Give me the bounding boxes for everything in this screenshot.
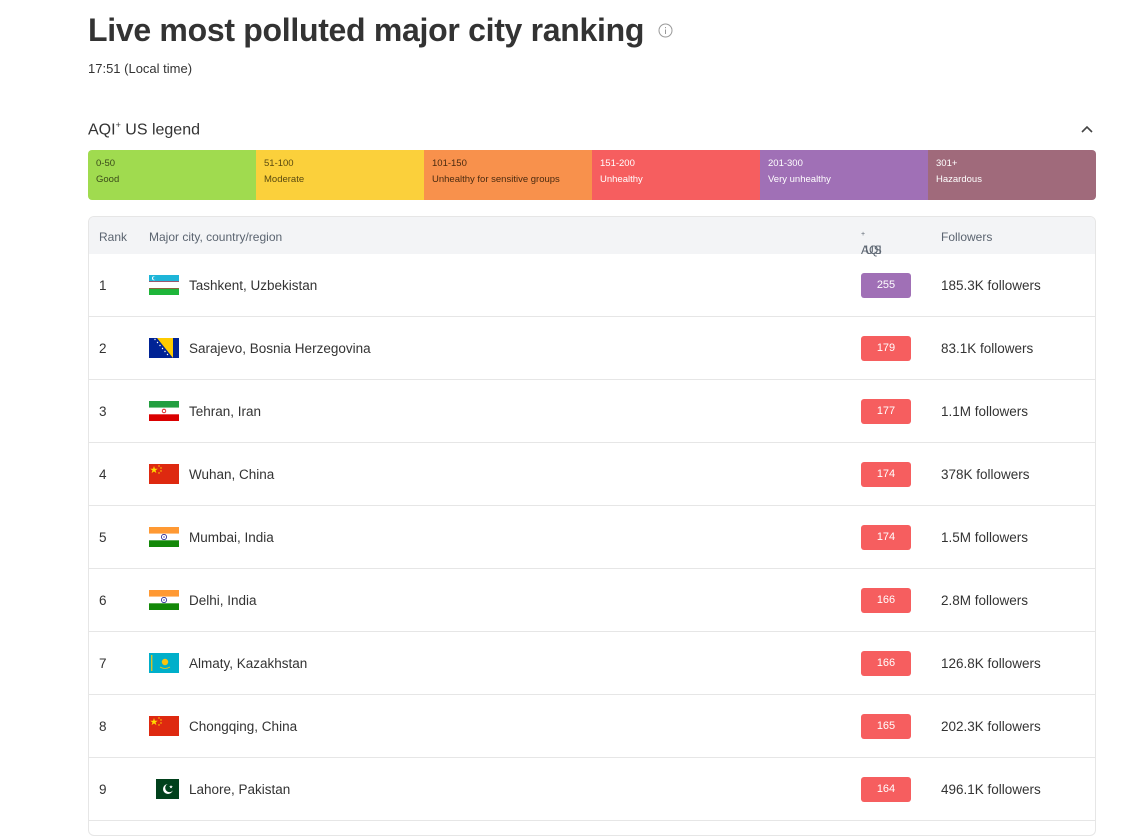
table-row[interactable]: 8 Chongqing, China 165 202.3K followers: [89, 694, 1095, 757]
aqi-badge: 165: [861, 714, 911, 739]
china-flag-icon: [149, 464, 179, 484]
chevron-up-icon[interactable]: [1080, 122, 1094, 136]
rank-cell: 9: [99, 782, 107, 797]
city-link[interactable]: Tehran, Iran: [189, 404, 262, 419]
rank-header[interactable]: Rank: [99, 230, 128, 244]
aqi-badge: 179: [861, 336, 911, 361]
aqi-badge: 174: [861, 462, 911, 487]
legend-title: AQI+ US legend: [88, 120, 200, 139]
city-link[interactable]: Lahore, Pakistan: [189, 782, 291, 797]
aqi-header[interactable]: AQI + US: [861, 231, 882, 257]
table-row[interactable]: 1 Tashkent, Uzbekistan 255 185.3K followers: [89, 254, 1095, 316]
rank-cell: 8: [99, 719, 107, 734]
table-row[interactable]: 2 Sarajevo, Bosnia Herzegovina 179 83.1K fo…: [89, 316, 1095, 379]
table-row[interactable]: 7 Almaty, Kazakhstan 166 126.8K followers: [89, 631, 1095, 694]
legend-label: Unhealthy: [600, 174, 643, 185]
table-row[interactable]: 9 Lahore, Pakistan 164 496.1K followers: [89, 757, 1095, 820]
aqi-badge: 166: [861, 651, 911, 676]
city-header[interactable]: Major city, country/region: [149, 230, 283, 244]
city-link[interactable]: Chongqing, China: [189, 719, 298, 734]
followers-cell: 2.8M followers: [941, 593, 1029, 608]
rank-cell: 5: [99, 530, 107, 545]
followers-header[interactable]: Followers: [941, 230, 993, 244]
pakistan-flag-icon: [149, 779, 179, 799]
followers-cell: 496.1K followers: [941, 782, 1041, 797]
legend-label: Moderate: [264, 174, 305, 185]
followers-cell: 1.5M followers: [941, 530, 1029, 545]
city-link[interactable]: Sarajevo, Bosnia Herzegovina: [189, 341, 371, 356]
aqi-badge: 174: [861, 525, 911, 550]
legend-segment: 51-100 Moderate: [256, 150, 424, 200]
legend-segment: 201-300 Very unhealthy: [760, 150, 928, 200]
followers-cell: 185.3K followers: [941, 278, 1041, 293]
table-row[interactable]: 4 Wuhan, China 174 378K followers: [89, 442, 1095, 505]
followers-cell: 378K followers: [941, 467, 1030, 482]
iran-flag-icon: [149, 401, 179, 421]
rank-cell: 1: [99, 278, 107, 293]
legend-segment: 151-200 Unhealthy: [592, 150, 760, 200]
legend-range: 51-100: [264, 158, 294, 169]
title-row: Live most polluted major city ranking: [88, 12, 673, 49]
rank-cell: 7: [99, 656, 107, 671]
aqi-badge: 166: [861, 588, 911, 613]
kazakhstan-flag-icon: [149, 653, 179, 673]
legend-label: Very unhealthy: [768, 174, 831, 185]
legend-range: 101-150: [432, 158, 467, 169]
legend-header[interactable]: AQI+ US legend: [88, 119, 1096, 139]
india-flag-icon: [149, 527, 179, 547]
legend-segment: 101-150 Unhealthy for sensitive groups: [424, 150, 592, 200]
rank-cell: 6: [99, 593, 107, 608]
legend-range: 151-200: [600, 158, 635, 169]
followers-cell: 126.8K followers: [941, 656, 1041, 671]
followers-cell: 202.3K followers: [941, 719, 1041, 734]
city-link[interactable]: Almaty, Kazakhstan: [189, 656, 308, 671]
rank-cell: 3: [99, 404, 107, 419]
table-header: Rank Major city, country/region AQI + US …: [89, 217, 1095, 257]
aqi-badge: 164: [861, 777, 911, 802]
aqi-badge: 255: [861, 273, 911, 298]
china-flag-icon: [149, 716, 179, 736]
table-row[interactable]: 5 Mumbai, India 174 1.5M followers: [89, 505, 1095, 568]
table-row[interactable]: 6 Delhi, India 166 2.8M followers: [89, 568, 1095, 631]
uzbekistan-flag-icon: [149, 275, 179, 295]
city-link[interactable]: Mumbai, India: [189, 530, 274, 545]
legend-segment: 301+ Hazardous: [928, 150, 1096, 200]
info-icon[interactable]: [658, 23, 673, 38]
followers-cell: 1.1M followers: [941, 404, 1029, 419]
legend-segment: 0-50 Good: [88, 150, 256, 200]
ranking-table: Rank Major city, country/region AQI + US …: [88, 216, 1096, 836]
legend-range: 201-300: [768, 158, 803, 169]
city-link[interactable]: Wuhan, China: [189, 467, 275, 482]
india-flag-icon: [149, 590, 179, 610]
table-row[interactable]: 3 Tehran, Iran 177 1.1M followers: [89, 379, 1095, 442]
legend-range: 0-50: [96, 158, 116, 169]
page-title: Live most polluted major city ranking: [88, 12, 645, 48]
legend-label: Hazardous: [936, 174, 982, 185]
city-link[interactable]: Delhi, India: [189, 593, 257, 608]
aqi-badge: 177: [861, 399, 911, 424]
local-time: 17:51 (Local time): [88, 61, 193, 76]
rank-cell: 2: [99, 341, 107, 356]
legend-label: Unhealthy for sensitive groups: [432, 174, 560, 185]
bosnia-flag-icon: [149, 338, 179, 358]
aqi-legend-bar: 0-50 Good 51-100 Moderate 101-150 Unhealthy f…: [88, 150, 1096, 200]
followers-cell: 83.1K followers: [941, 341, 1034, 356]
legend-range: 301+: [936, 158, 958, 169]
rank-cell: 4: [99, 467, 107, 482]
table-row[interactable]: [89, 820, 1095, 835]
city-link[interactable]: Tashkent, Uzbekistan: [189, 278, 318, 293]
legend-label: Good: [96, 174, 120, 185]
